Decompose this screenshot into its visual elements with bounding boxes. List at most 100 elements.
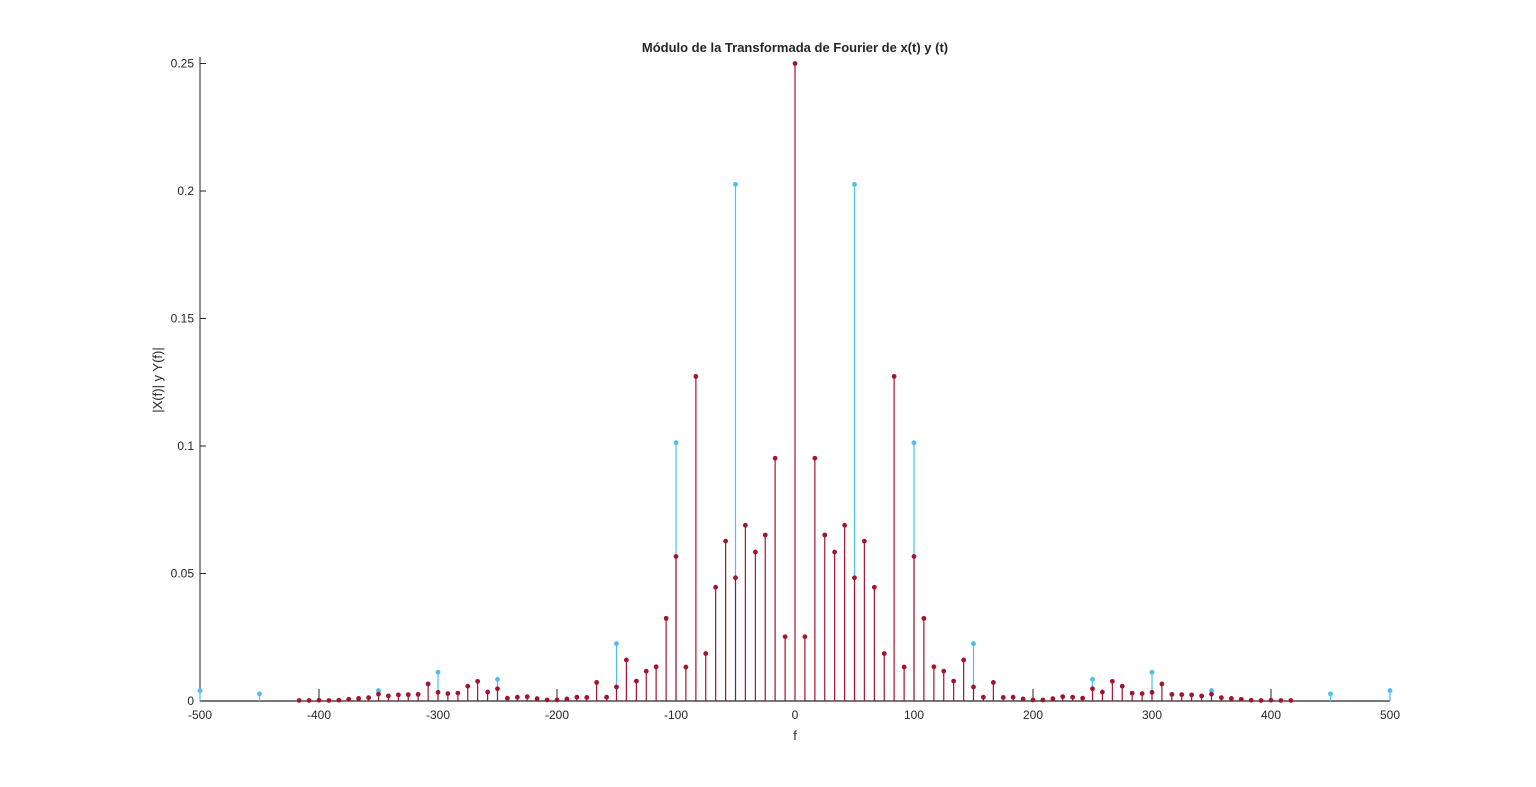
stem-marker [961, 657, 967, 663]
stem-marker [852, 575, 857, 581]
stem-marker [663, 615, 669, 621]
x-tick-label: 0 [792, 708, 799, 722]
stem-marker [614, 641, 619, 647]
stem-marker [1179, 692, 1185, 698]
stem-marker [703, 651, 709, 656]
stem-marker [445, 691, 451, 697]
stem-marker [435, 689, 441, 695]
stem-marker [951, 678, 957, 684]
x-axis-label: f [793, 728, 797, 743]
stem-marker [1288, 698, 1294, 703]
stem-marker [554, 697, 560, 703]
stem-marker [931, 664, 937, 670]
stem-marker [514, 694, 520, 700]
stem-marker [197, 688, 203, 693]
stem-marker [723, 538, 729, 544]
stem-marker [1050, 696, 1056, 702]
stem-marker [822, 532, 828, 538]
stem-marker [1020, 696, 1026, 702]
stem-marker [1109, 678, 1115, 684]
stem-marker [1010, 694, 1016, 700]
y-tick-label: 0.05 [171, 567, 195, 581]
stem-marker [485, 689, 491, 695]
stem-marker [852, 181, 857, 187]
stem-marker [604, 694, 610, 700]
stem-marker [971, 684, 976, 690]
chart-title: Módulo de la Transformada de Fourier de … [642, 40, 948, 55]
stem-marker [1090, 676, 1095, 682]
stem-marker [643, 668, 649, 674]
stem-marker [316, 697, 322, 703]
stem-marker [891, 373, 897, 379]
stem-marker [475, 678, 481, 684]
stem-marker [881, 651, 887, 656]
stem-marker [564, 696, 570, 702]
stem-marker [1149, 669, 1155, 675]
stem-marker [1268, 697, 1274, 703]
stem-marker [742, 522, 748, 528]
stem-marker [1040, 697, 1046, 703]
stem-marker [395, 692, 401, 698]
y-axis-label: |X(f)| y Y(f)| [150, 347, 165, 413]
stem-marker [802, 634, 808, 640]
stem-marker [1000, 695, 1006, 700]
y-tick-label: 0 [187, 694, 194, 708]
stem-marker [356, 696, 362, 701]
stem-marker [584, 695, 590, 700]
series-layer [197, 61, 1393, 703]
stem-marker [1387, 688, 1393, 693]
stem-marker [1278, 698, 1284, 703]
stem-marker [336, 697, 342, 703]
x-tick-label: 200 [1023, 708, 1043, 722]
stem-marker [465, 683, 471, 689]
stem-marker [435, 669, 441, 675]
stem-marker [574, 694, 580, 700]
stem-marker [1159, 681, 1165, 687]
x-tick-label: -400 [307, 708, 331, 722]
stem-marker [544, 697, 550, 703]
stem-marker [673, 554, 679, 559]
stem-marker [911, 440, 917, 446]
x-tick-label: 500 [1380, 708, 1400, 722]
stem-marker [1238, 696, 1244, 702]
y-tick-label: 0.15 [171, 312, 195, 326]
stem-marker [257, 691, 262, 697]
stem-marker [1209, 688, 1214, 693]
y-ticks: 0 0.05 0.1 0.15 0.2 0.25 [171, 57, 206, 708]
stem-marker [1030, 697, 1036, 703]
stem-marker [1080, 695, 1086, 701]
stem-marker [673, 440, 679, 446]
y-tick-label: 0.2 [177, 184, 194, 198]
stem-marker [504, 695, 510, 701]
stem-marker [832, 549, 838, 555]
stem-marker [614, 684, 619, 690]
x-tick-label: 300 [1142, 708, 1162, 722]
stem-marker [911, 554, 917, 559]
stem-marker [1209, 691, 1214, 697]
x-tick-label: -200 [545, 708, 569, 722]
stem-marker [1258, 698, 1264, 703]
stem-marker [941, 668, 947, 674]
stem-marker [1328, 691, 1333, 697]
stem-marker [980, 694, 986, 700]
stem-marker [385, 693, 391, 699]
stem-marker [842, 522, 848, 528]
stem-marker [1139, 691, 1145, 697]
stem-marker [495, 686, 500, 692]
stem-marker [1248, 697, 1254, 703]
stem-marker [1228, 696, 1234, 701]
stem-marker [415, 691, 421, 697]
stem-marker [1199, 693, 1205, 699]
stem-marker [495, 676, 500, 682]
stem-marker [1070, 694, 1076, 700]
stem-marker [326, 698, 332, 703]
stem-marker [1099, 689, 1105, 695]
stem-marker [653, 664, 659, 670]
stem-marker [693, 373, 699, 379]
stem-marker [1090, 686, 1095, 692]
stem-marker [871, 584, 877, 590]
stem-marker [752, 549, 758, 555]
stem-marker [296, 698, 302, 703]
stem-marker [772, 455, 778, 461]
